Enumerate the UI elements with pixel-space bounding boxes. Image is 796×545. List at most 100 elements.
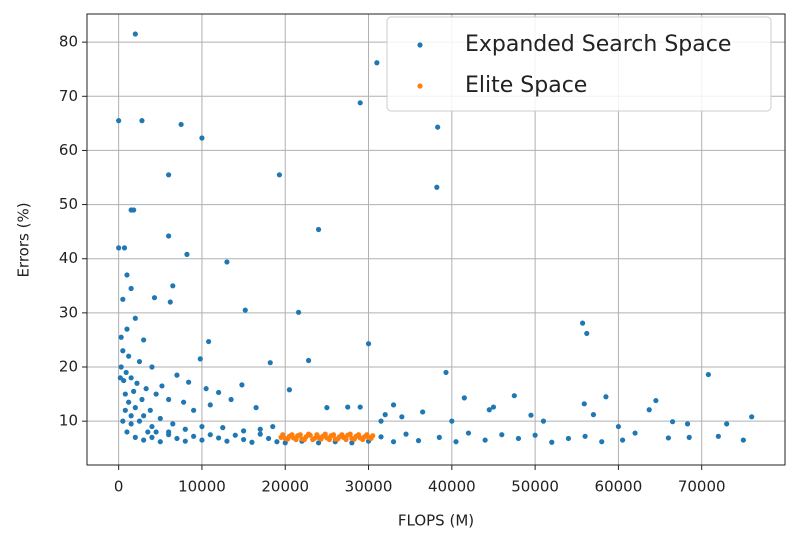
point xyxy=(565,435,572,442)
y-tick-label: 10 xyxy=(59,412,78,430)
point xyxy=(686,434,692,440)
point xyxy=(351,436,357,442)
point xyxy=(182,438,188,444)
point xyxy=(374,60,380,66)
point xyxy=(705,371,711,378)
legend-label: Elite Space xyxy=(465,73,587,98)
point xyxy=(174,435,180,442)
point xyxy=(131,388,137,394)
point xyxy=(315,440,322,446)
point xyxy=(126,399,132,405)
point xyxy=(453,439,459,445)
y-tick-label: 60 xyxy=(59,141,78,159)
point xyxy=(315,226,322,233)
point xyxy=(669,419,676,425)
point xyxy=(343,436,349,443)
point xyxy=(282,440,288,446)
point xyxy=(147,407,153,413)
legend-marker xyxy=(417,42,423,48)
point xyxy=(116,245,122,251)
point xyxy=(136,358,143,365)
point xyxy=(382,412,388,418)
point xyxy=(166,429,172,435)
point xyxy=(224,438,230,444)
point xyxy=(532,432,538,438)
point xyxy=(132,405,138,411)
point xyxy=(207,432,213,438)
point xyxy=(120,418,126,424)
point xyxy=(178,121,184,128)
point xyxy=(378,418,384,424)
point xyxy=(139,396,145,403)
point xyxy=(549,439,555,445)
point xyxy=(276,172,283,178)
y-tick-label: 70 xyxy=(59,87,78,105)
point xyxy=(301,436,307,443)
x-tick-label: 10000 xyxy=(178,478,226,496)
point xyxy=(186,379,192,385)
point xyxy=(153,391,159,397)
legend-marker xyxy=(417,83,423,89)
point xyxy=(528,412,534,418)
point xyxy=(360,436,366,443)
point xyxy=(253,405,259,411)
point xyxy=(326,436,332,443)
point xyxy=(285,436,291,442)
point xyxy=(603,394,609,400)
plot-frame xyxy=(86,13,786,466)
point xyxy=(149,423,155,430)
point xyxy=(170,283,176,289)
point xyxy=(364,432,370,438)
point xyxy=(167,299,173,305)
point xyxy=(199,437,205,443)
point xyxy=(141,413,147,419)
point xyxy=(349,440,355,446)
point xyxy=(120,296,126,302)
point xyxy=(249,439,255,445)
point xyxy=(265,435,272,442)
point xyxy=(295,309,302,315)
point xyxy=(293,436,299,443)
point xyxy=(206,338,212,345)
point xyxy=(330,432,337,438)
point xyxy=(118,364,124,370)
point xyxy=(118,334,124,340)
point xyxy=(314,432,320,438)
point xyxy=(151,295,158,301)
point xyxy=(191,407,197,413)
point xyxy=(143,386,149,392)
point xyxy=(305,357,312,364)
point xyxy=(434,184,440,190)
point xyxy=(124,272,130,278)
point xyxy=(482,437,488,443)
point xyxy=(499,432,505,438)
point xyxy=(120,348,126,354)
point xyxy=(166,172,172,178)
point xyxy=(347,431,353,437)
point xyxy=(274,439,280,445)
point xyxy=(390,402,397,408)
point xyxy=(184,251,190,257)
point xyxy=(582,433,588,439)
point xyxy=(749,414,755,420)
point xyxy=(122,407,128,413)
x-tick-label: 60000 xyxy=(595,478,643,496)
point xyxy=(216,389,222,396)
point xyxy=(270,423,276,430)
point xyxy=(267,360,273,366)
x-axis-label: FLOPS (M) xyxy=(398,512,474,530)
point xyxy=(286,387,293,393)
point xyxy=(128,285,134,292)
legend-box xyxy=(386,16,772,112)
point xyxy=(486,407,492,413)
point xyxy=(170,421,176,427)
x-tick-label: 70000 xyxy=(678,478,726,496)
point xyxy=(490,404,497,410)
point xyxy=(357,100,363,106)
point xyxy=(132,434,138,440)
point xyxy=(357,404,363,410)
point xyxy=(181,399,187,405)
point xyxy=(581,401,587,407)
point xyxy=(399,414,405,420)
point xyxy=(117,375,123,381)
